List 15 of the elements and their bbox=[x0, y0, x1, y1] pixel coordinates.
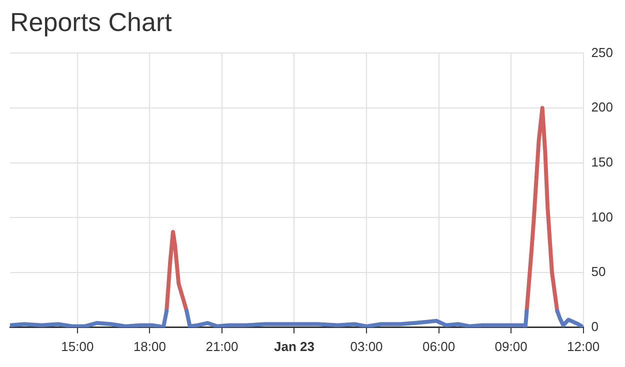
x-tick-label: Jan 23 bbox=[274, 338, 314, 354]
x-tick-label: 03:00 bbox=[350, 338, 383, 354]
y-tick-label: 50 bbox=[591, 264, 606, 280]
x-tick-label: 09:00 bbox=[494, 338, 528, 354]
x-tick-label: 21:00 bbox=[206, 338, 238, 354]
y-tick-label: 0 bbox=[591, 318, 599, 334]
chart-title: Reports Chart bbox=[10, 6, 173, 37]
y-tick-label: 100 bbox=[591, 209, 614, 224]
y-tick-label: 200 bbox=[591, 100, 614, 115]
y-tick-label: 250 bbox=[591, 44, 614, 60]
x-tick-label: 15:00 bbox=[61, 338, 94, 354]
y-tick-label: 150 bbox=[591, 154, 614, 170]
x-tick-label: 18:00 bbox=[133, 338, 166, 354]
x-tick-label: 06:00 bbox=[422, 338, 456, 354]
x-tick-label: 12:00 bbox=[567, 338, 600, 354]
